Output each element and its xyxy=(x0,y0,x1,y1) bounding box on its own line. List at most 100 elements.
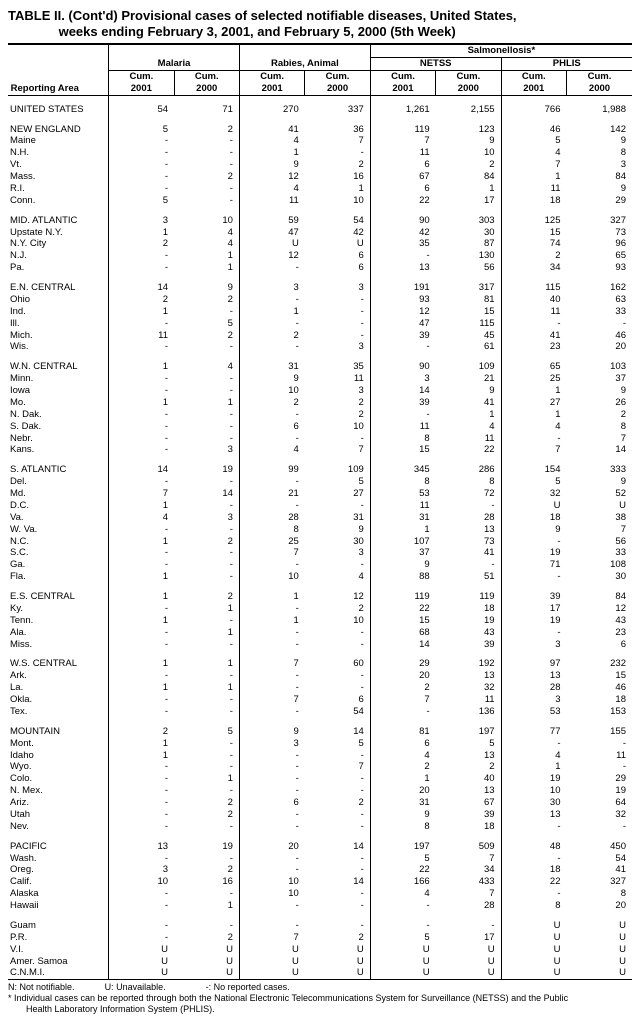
value-cell: 5 xyxy=(370,853,435,865)
value-cell: - xyxy=(239,785,304,797)
value-cell: - xyxy=(109,773,174,785)
value-cell: 9 xyxy=(370,809,435,821)
value-cell: 7 xyxy=(436,888,501,900)
value-cell: - xyxy=(305,809,370,821)
value-cell: 56 xyxy=(436,262,501,274)
value-cell: - xyxy=(305,785,370,797)
area-cell: N.Y. City xyxy=(8,238,109,250)
value-cell: 52 xyxy=(566,488,632,500)
value-cell: - xyxy=(239,821,304,833)
value-cell: 29 xyxy=(370,650,435,670)
value-cell: 5 xyxy=(174,718,239,738)
value-cell: 2 xyxy=(239,397,304,409)
value-cell: 30 xyxy=(305,536,370,548)
value-cell: - xyxy=(566,318,632,330)
value-cell: 43 xyxy=(566,615,632,627)
area-cell: Ind. xyxy=(8,306,109,318)
area-cell: Iowa xyxy=(8,385,109,397)
value-cell: - xyxy=(109,639,174,651)
value-cell: - xyxy=(109,761,174,773)
value-cell: 6 xyxy=(305,250,370,262)
value-cell: - xyxy=(109,694,174,706)
value-cell: 64 xyxy=(566,797,632,809)
value-cell: - xyxy=(305,294,370,306)
area-cell: Pa. xyxy=(8,262,109,274)
value-cell: 33 xyxy=(566,306,632,318)
reporting-area-header: Reporting Area xyxy=(8,44,109,95)
group-header-salmonellosis: Salmonellosis* xyxy=(370,44,632,57)
value-cell: - xyxy=(239,433,304,445)
value-cell: 9 xyxy=(501,524,566,536)
value-cell: 15 xyxy=(566,670,632,682)
table-row: Conn.5-111022171829 xyxy=(8,195,632,207)
value-cell: - xyxy=(109,262,174,274)
value-cell: 20 xyxy=(566,900,632,912)
value-cell: - xyxy=(109,809,174,821)
value-cell: 327 xyxy=(566,876,632,888)
area-cell: N. Dak. xyxy=(8,409,109,421)
value-cell: - xyxy=(174,821,239,833)
value-cell: 11 xyxy=(370,421,435,433)
data-table: Reporting Area Malaria Rabies, Animal Sa… xyxy=(8,43,632,980)
table-row: Md.714212753723252 xyxy=(8,488,632,500)
value-cell: 34 xyxy=(501,262,566,274)
value-cell: 1 xyxy=(174,262,239,274)
value-cell: 337 xyxy=(305,95,370,115)
area-cell: Guam xyxy=(8,912,109,932)
value-cell: 2 xyxy=(305,797,370,809)
value-cell: 20 xyxy=(370,670,435,682)
value-cell: 46 xyxy=(566,330,632,342)
value-cell: 46 xyxy=(566,682,632,694)
area-cell: MID. ATLANTIC xyxy=(8,207,109,227)
value-cell: 51 xyxy=(436,571,501,583)
area-cell: N.J. xyxy=(8,250,109,262)
value-cell: 19 xyxy=(174,833,239,853)
value-cell: 18 xyxy=(436,603,501,615)
table-row: Mass.-212166784184 xyxy=(8,171,632,183)
value-cell: 19 xyxy=(501,773,566,785)
table-row: Ill.-5--47115-- xyxy=(8,318,632,330)
value-cell: 4 xyxy=(109,512,174,524)
value-cell: 2 xyxy=(109,238,174,250)
value-cell: 11 xyxy=(239,195,304,207)
table-row: Ind.1-1-12151133 xyxy=(8,306,632,318)
area-cell: Utah xyxy=(8,809,109,821)
value-cell: - xyxy=(501,571,566,583)
value-cell: 1 xyxy=(174,627,239,639)
value-cell: 96 xyxy=(566,238,632,250)
value-cell: 115 xyxy=(436,318,501,330)
value-cell: 6 xyxy=(239,797,304,809)
value-cell: - xyxy=(109,373,174,385)
value-cell: - xyxy=(436,912,501,932)
value-cell: 119 xyxy=(370,116,435,136)
value-cell: 7 xyxy=(305,135,370,147)
value-cell: 27 xyxy=(501,397,566,409)
value-cell: 8 xyxy=(370,433,435,445)
value-cell: 270 xyxy=(239,95,304,115)
value-cell: 93 xyxy=(370,294,435,306)
value-cell: 191 xyxy=(370,274,435,294)
value-cell: - xyxy=(174,524,239,536)
value-cell: 6 xyxy=(305,694,370,706)
value-cell: U xyxy=(501,967,566,979)
area-cell: Fla. xyxy=(8,571,109,583)
value-cell: 7 xyxy=(305,444,370,456)
value-cell: 2 xyxy=(305,409,370,421)
value-cell: 54 xyxy=(305,706,370,718)
value-cell: 8 xyxy=(566,888,632,900)
value-cell: 2 xyxy=(174,797,239,809)
value-cell: 317 xyxy=(436,274,501,294)
table-row: Ky.-1-222181712 xyxy=(8,603,632,615)
value-cell: 1 xyxy=(239,147,304,159)
value-cell: - xyxy=(174,385,239,397)
value-cell: 1 xyxy=(370,773,435,785)
table-row: Amer. SamoaUUUUUUUU xyxy=(8,956,632,968)
value-cell: - xyxy=(174,738,239,750)
value-cell: 2 xyxy=(174,932,239,944)
value-cell: 327 xyxy=(566,207,632,227)
value-cell: 14 xyxy=(305,833,370,853)
value-cell: - xyxy=(109,524,174,536)
value-cell: 16 xyxy=(305,171,370,183)
value-cell: 6 xyxy=(305,262,370,274)
table-row: R.I.--4161119 xyxy=(8,183,632,195)
